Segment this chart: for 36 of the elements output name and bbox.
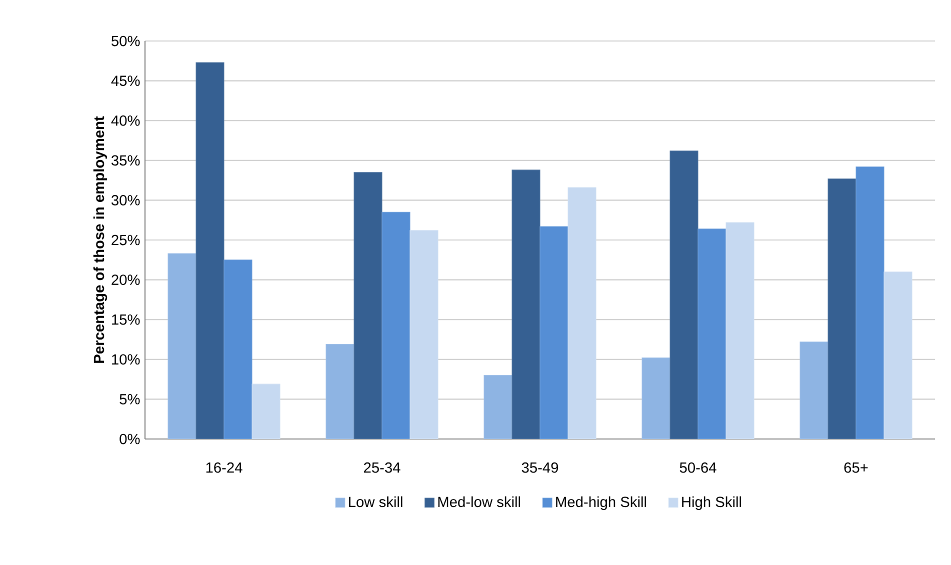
- y-axis-title: Percentage of those in employment: [93, 116, 108, 363]
- y-tick-label: 40%: [111, 115, 140, 126]
- y-tick-label: 5%: [120, 394, 140, 404]
- legend-label: Med-low skill: [438, 496, 520, 508]
- y-tick-label: 50%: [112, 36, 140, 46]
- bar: [224, 260, 252, 439]
- bar: [828, 178, 856, 439]
- bar: [540, 226, 568, 439]
- x-tick-label: 16-24: [206, 462, 242, 473]
- y-tick-label: 35%: [112, 155, 140, 166]
- y-tick-label: 20%: [112, 274, 140, 285]
- y-tick-label: 45%: [111, 76, 140, 86]
- y-tick-label: 0%: [120, 434, 140, 444]
- y-tick-label: 25%: [112, 234, 140, 246]
- bar: [382, 212, 410, 439]
- bar: [800, 342, 828, 439]
- bar: [196, 62, 224, 439]
- y-tick-label: 15%: [112, 314, 140, 325]
- bar: [642, 358, 670, 439]
- bar: [326, 344, 354, 439]
- bar: [512, 170, 540, 439]
- bar: [856, 166, 884, 439]
- x-tick-label: 35-49: [522, 462, 558, 473]
- x-tick-label: 25-34: [364, 462, 400, 473]
- bar: [484, 375, 512, 439]
- bar: [698, 228, 726, 439]
- legend-label: Med-high Skill: [556, 496, 646, 510]
- bar: [670, 150, 698, 439]
- y-tick-label: 10%: [112, 354, 140, 365]
- legend-label: High Skill: [682, 496, 742, 510]
- legend-label: Low skill: [349, 496, 402, 508]
- y-tick-label: 30%: [112, 195, 140, 206]
- bar: [168, 253, 196, 439]
- x-tick-label: 65+: [844, 462, 868, 473]
- bar: [354, 172, 382, 439]
- x-tick-label: 50-64: [680, 462, 716, 473]
